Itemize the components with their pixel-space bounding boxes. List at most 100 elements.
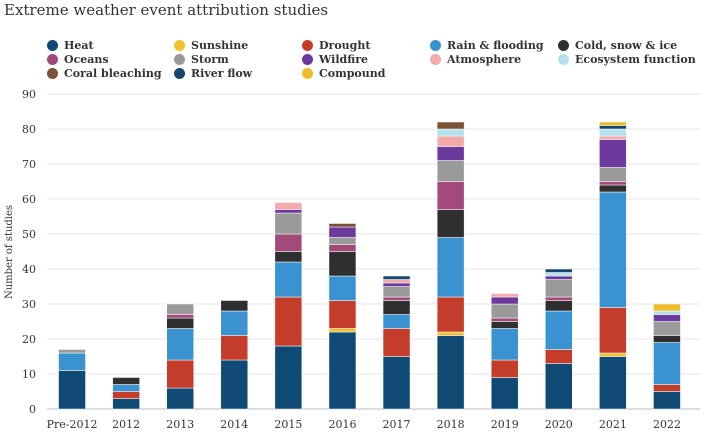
bar-segment — [220, 359, 249, 410]
bar-segment — [328, 331, 357, 410]
bar-segment — [436, 209, 465, 238]
bar-segment — [599, 135, 627, 140]
bar-segment — [58, 352, 86, 371]
legend-item[interactable]: Coral bleaching — [47, 67, 162, 80]
bar-segment — [599, 307, 627, 354]
bar-segment — [382, 314, 411, 329]
y-tick-label: 90 — [22, 88, 36, 101]
bar-segment — [545, 275, 573, 280]
bar-segment — [382, 300, 411, 315]
y-axis-label: Number of studies — [4, 205, 15, 299]
legend-item[interactable]: Ecosystem function — [558, 53, 696, 66]
legend-swatch — [430, 54, 441, 65]
legend-item[interactable]: Oceans — [47, 53, 109, 66]
legend-label: Oceans — [64, 53, 109, 66]
bar-segment — [490, 303, 519, 319]
bar-segment — [382, 279, 411, 284]
bar-segment — [436, 335, 465, 410]
x-tick-label: 2021 — [599, 418, 627, 431]
legend-item[interactable]: Wildfire — [302, 53, 368, 66]
bar-segment — [166, 317, 194, 329]
chart-legend: Heat Sunshine Drought Rain & flooding Cold, … — [0, 0, 707, 80]
bar-segment — [220, 300, 249, 312]
bar-segment — [274, 209, 303, 214]
bar-segment — [490, 321, 519, 329]
bar-segment — [599, 121, 627, 126]
legend-item[interactable]: Sunshine — [174, 39, 248, 52]
bar-segment — [112, 384, 140, 392]
bar-segment — [436, 237, 465, 298]
bar-segment — [653, 342, 681, 385]
bar-segment — [166, 314, 194, 319]
legend-item[interactable]: Atmosphere — [430, 53, 521, 66]
legend-item[interactable]: Rain & flooding — [430, 39, 544, 52]
bar-segment — [220, 310, 249, 336]
bar-segment — [436, 135, 465, 147]
legend-swatch — [302, 40, 313, 51]
legend-label: Drought — [319, 39, 371, 52]
bar-segment — [382, 296, 411, 301]
y-tick-label: 20 — [22, 333, 36, 346]
bar-segment — [490, 377, 519, 410]
bar-segment — [274, 233, 303, 252]
bar-segment — [274, 251, 303, 263]
bar-segment — [545, 272, 573, 277]
legend-swatch — [558, 54, 569, 65]
legend-swatch — [174, 40, 185, 51]
legend-swatch — [47, 68, 58, 79]
bar-segment — [274, 212, 303, 235]
bar-segment — [653, 335, 681, 343]
bar-segment — [112, 391, 140, 399]
bar-segment — [653, 321, 681, 336]
legend-label: Coral bleaching — [64, 67, 162, 80]
legend-swatch — [302, 54, 313, 65]
x-tick-label: 2017 — [383, 418, 411, 431]
bar-segment — [328, 226, 357, 238]
legend-swatch — [174, 54, 185, 65]
bar-segment — [166, 387, 194, 410]
bar-segment — [274, 296, 303, 347]
bar-segment — [545, 310, 573, 350]
legend-swatch — [47, 40, 58, 51]
legend-swatch — [558, 40, 569, 51]
legend-item[interactable]: Compound — [302, 67, 385, 80]
bar-segment — [328, 237, 357, 245]
bar-segment — [436, 296, 465, 333]
legend-item[interactable]: Cold, snow & ice — [558, 39, 677, 52]
chart-title: Extreme weather event attribution studie… — [4, 1, 329, 19]
bar-segment — [328, 223, 357, 228]
legend-swatch — [47, 54, 58, 65]
bar-segment — [599, 167, 627, 182]
y-tick-label: 40 — [22, 263, 36, 276]
legend-label: Cold, snow & ice — [575, 39, 678, 52]
x-tick-label: Pre-2012 — [47, 418, 98, 431]
legend-item[interactable]: River flow — [174, 67, 252, 80]
y-tick-label: 80 — [22, 123, 36, 136]
bar-segment — [599, 352, 627, 357]
bar-segment — [490, 296, 519, 305]
bar-segment — [274, 261, 303, 298]
bar-segment — [436, 181, 465, 210]
legend-item[interactable]: Drought — [302, 39, 370, 52]
legend-label: Wildfire — [319, 53, 369, 66]
bar-segment — [112, 377, 140, 385]
legend-swatch — [174, 68, 185, 79]
bar-segment — [599, 125, 627, 130]
bar-segment — [382, 356, 411, 410]
bar-segment — [436, 146, 465, 161]
y-tick-label: 0 — [29, 403, 36, 416]
bar-segment — [653, 310, 681, 315]
x-tick-label: 2014 — [220, 418, 248, 431]
legend-item[interactable]: Storm — [174, 53, 229, 66]
x-tick-label: 2018 — [437, 418, 465, 431]
legend-label: River flow — [191, 67, 253, 80]
y-tick-label: 30 — [22, 298, 36, 311]
bar-segment — [490, 317, 519, 322]
bar-segment — [599, 184, 627, 193]
bar-segment — [328, 328, 357, 333]
y-tick-label: 50 — [22, 228, 36, 241]
x-tick-label: 2015 — [274, 418, 302, 431]
bar-segment — [545, 300, 573, 312]
bar-segment — [112, 398, 140, 410]
legend-item[interactable]: Heat — [47, 39, 94, 52]
